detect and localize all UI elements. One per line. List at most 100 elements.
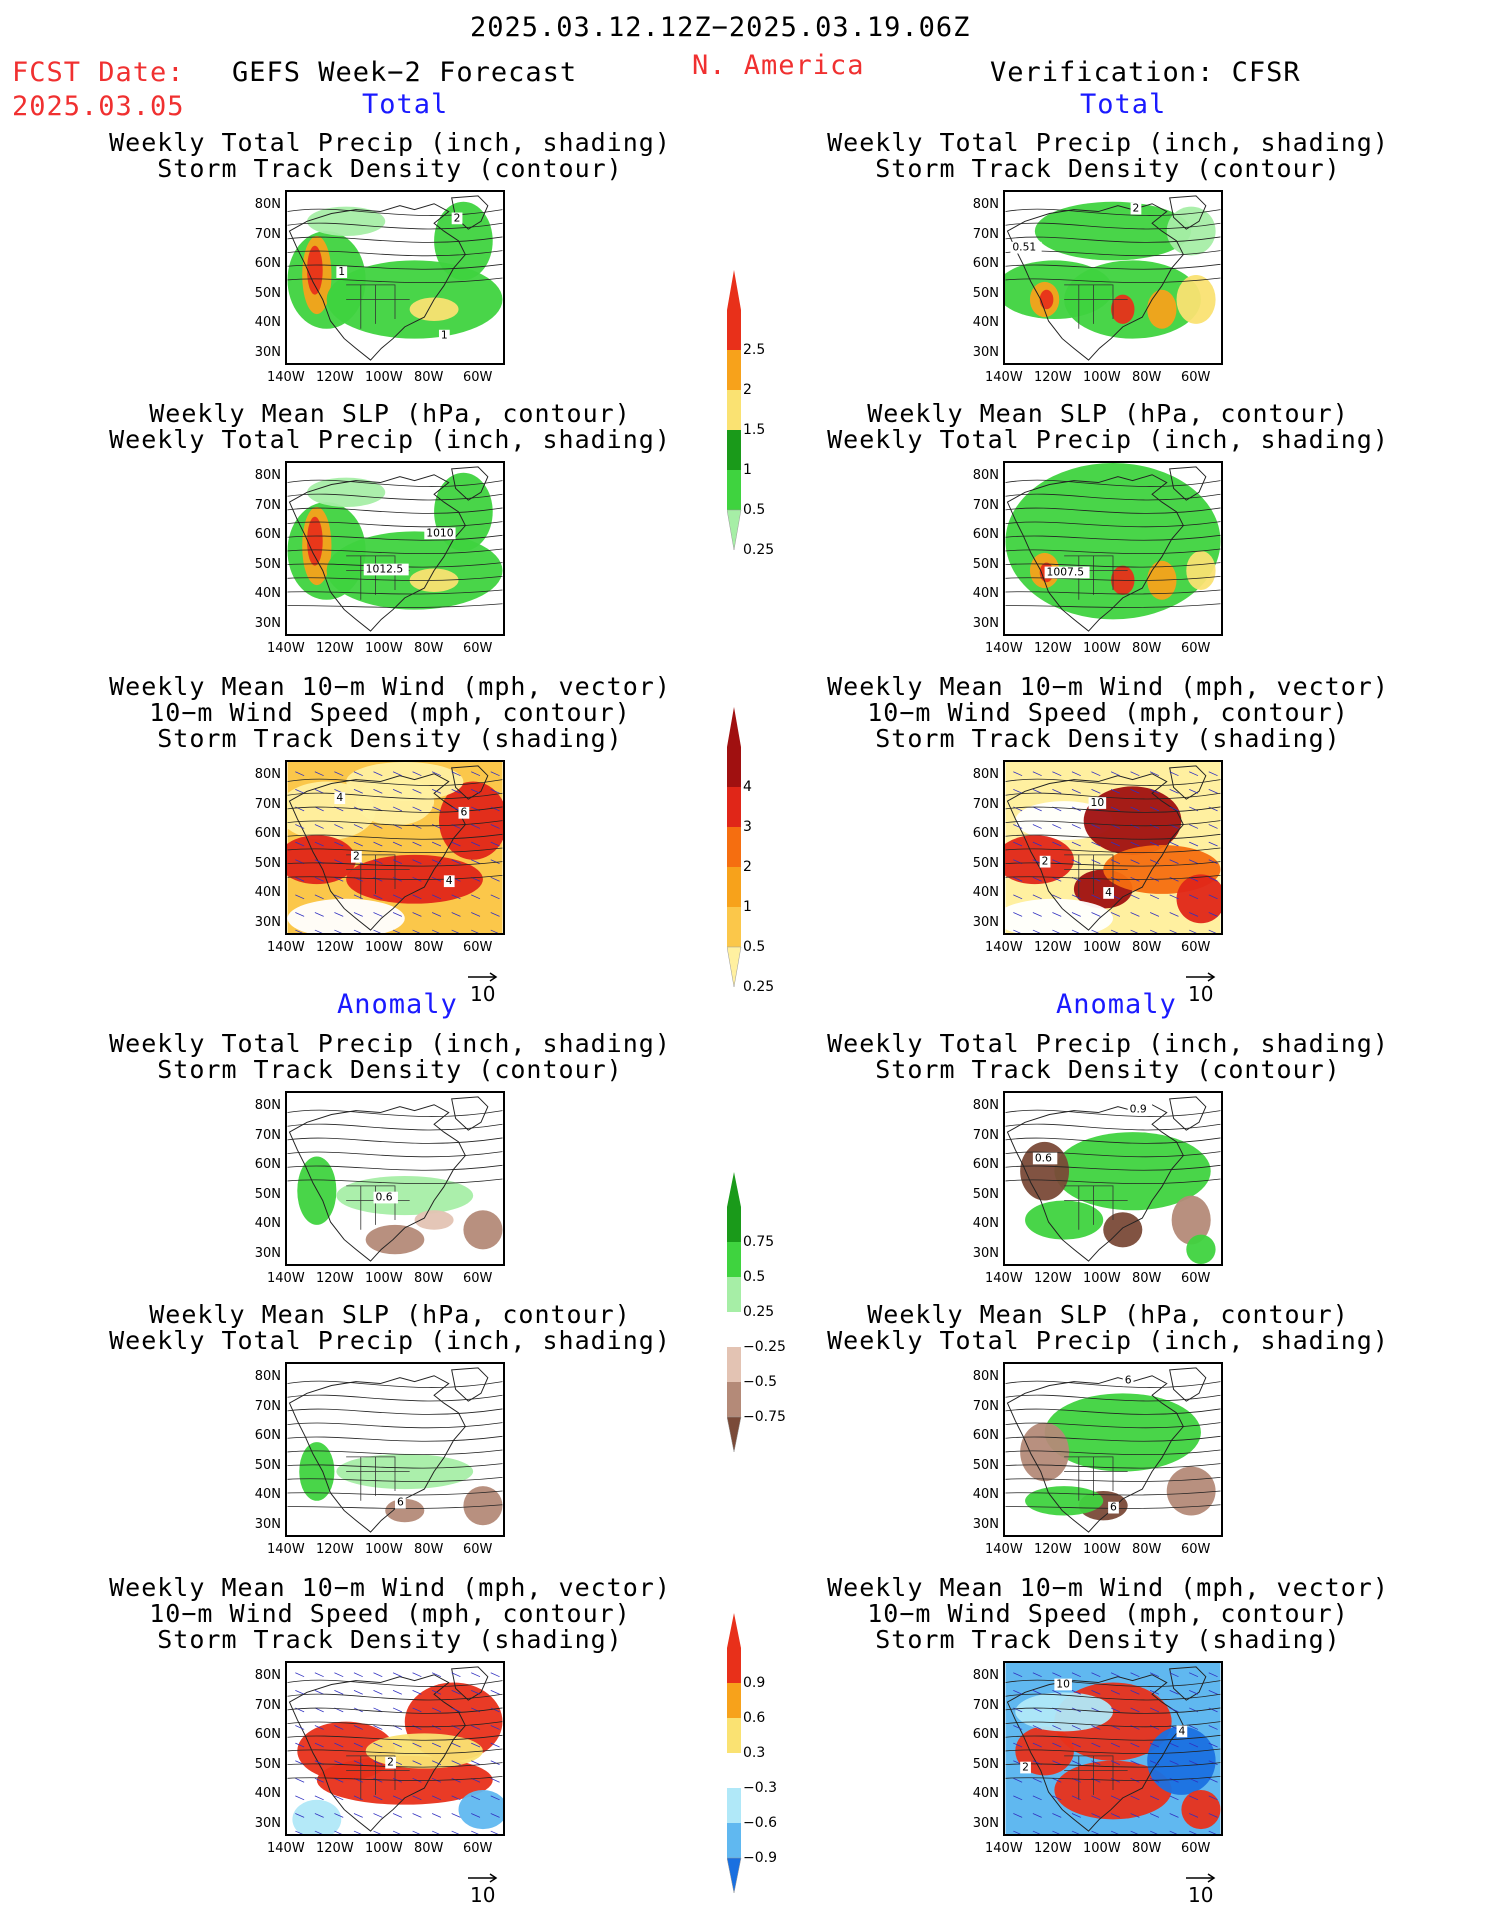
lon-label: 140W: [985, 370, 1023, 385]
model-title: GEFS Week−2 Forecast: [232, 57, 578, 88]
contour-label: 4: [334, 791, 346, 804]
lon-label: 60W: [463, 940, 493, 955]
svg-text:4: 4: [1178, 1724, 1185, 1737]
svg-text:1: 1: [441, 329, 448, 342]
lon-label: 140W: [985, 1841, 1023, 1856]
lon-label: 100W: [1083, 1542, 1121, 1557]
contour-label: 6: [1108, 1501, 1119, 1514]
contour-label: 1007.5: [1044, 565, 1090, 578]
lat-label: 60N: [254, 527, 281, 542]
vector-scale-value: 10: [1188, 1883, 1214, 1907]
colorbar-label: 0.5: [743, 502, 766, 518]
contour-label: 2: [385, 1756, 396, 1769]
lat-label: 50N: [254, 855, 281, 871]
section-anomaly-left: Anomaly: [337, 989, 458, 1020]
contour-label: 0.51: [1010, 241, 1042, 254]
lat-label: 60N: [254, 1727, 281, 1742]
svg-text:0.6: 0.6: [1035, 1151, 1052, 1164]
map-panel-r2r: 1007.5: [1003, 461, 1223, 636]
lat-label: 70N: [972, 497, 999, 513]
lat-label: 80N: [972, 1098, 999, 1113]
contour-label: 6: [458, 806, 470, 819]
lon-label: 60W: [1181, 1271, 1211, 1286]
lon-label: 60W: [1181, 641, 1211, 656]
lon-label: 120W: [316, 1542, 354, 1557]
panel-title-r6r-3: Storm Track Density (shading): [875, 1625, 1341, 1654]
lat-label: 60N: [972, 1428, 999, 1443]
contour-label: 4: [1103, 886, 1114, 899]
lon-label: 60W: [463, 1841, 493, 1856]
lon-label: 80W: [414, 1542, 444, 1557]
map-panel-r1r: 2 0.51: [1003, 190, 1223, 365]
panel-title-r3r-1: Weekly Mean 10−m Wind (mph, vector): [827, 672, 1389, 701]
vector-scale-value: 10: [1188, 982, 1214, 1006]
contour-label: 1: [336, 265, 348, 278]
panel-title-r2r-1: Weekly Mean SLP (hPa, contour): [867, 399, 1349, 428]
lat-label: 30N: [972, 615, 999, 631]
lat-label: 50N: [972, 1756, 999, 1772]
contour-label: 1012.5: [363, 562, 409, 575]
lat-label: 70N: [254, 497, 281, 513]
lat-label: 40N: [254, 315, 281, 330]
lon-label: 100W: [1083, 370, 1121, 385]
lat-label: 70N: [254, 1697, 281, 1713]
lat-label: 50N: [972, 285, 999, 301]
vector-scale-value: 10: [470, 982, 496, 1006]
lon-label: 100W: [365, 940, 403, 955]
section-anomaly-right: Anomaly: [1056, 989, 1177, 1020]
contour-label: 2: [451, 211, 463, 224]
svg-text:6: 6: [1125, 1374, 1132, 1387]
section-total-right: Total: [1080, 89, 1167, 120]
panel-title-r6r-1: Weekly Mean 10−m Wind (mph, vector): [827, 1573, 1389, 1602]
lat-label: 30N: [254, 1815, 281, 1831]
panel-title-r6l-2: 10−m Wind Speed (mph, contour): [149, 1599, 631, 1628]
svg-text:0.9: 0.9: [1130, 1103, 1147, 1116]
colorbar-label: 2: [743, 382, 752, 398]
svg-text:4: 4: [1105, 886, 1112, 899]
colorbar-label: 0.25: [743, 979, 775, 995]
lon-label: 80W: [1132, 940, 1162, 955]
contour-label: 2: [1130, 202, 1142, 215]
contour-label: 10: [1088, 796, 1107, 809]
lat-label: 30N: [254, 615, 281, 631]
lat-label: 70N: [972, 796, 999, 812]
contour-label: 4: [443, 874, 455, 887]
colorbar-label: 0.3: [743, 1745, 766, 1761]
lon-label: 80W: [414, 641, 444, 656]
svg-text:2: 2: [1133, 202, 1140, 215]
lon-label: 120W: [316, 370, 354, 385]
map-panel-r3r: 10 2 4: [1003, 760, 1223, 935]
lon-label: 140W: [267, 1841, 305, 1856]
colorbar-label: 4: [743, 779, 752, 795]
svg-text:2: 2: [454, 211, 461, 224]
lon-label: 100W: [365, 1271, 403, 1286]
lon-label: 60W: [1181, 1841, 1211, 1856]
lon-label: 60W: [463, 1271, 493, 1286]
svg-text:6: 6: [397, 1496, 404, 1509]
lat-label: 60N: [972, 1157, 999, 1172]
lat-label: 70N: [254, 1127, 281, 1143]
lon-label: 120W: [316, 1841, 354, 1856]
map-panel-r4l: 0.6: [285, 1091, 505, 1266]
lon-label: 60W: [463, 370, 493, 385]
colorbar-label: −0.9: [743, 1850, 777, 1866]
svg-text:2: 2: [1022, 1760, 1029, 1773]
vector-scale-label: 10: [1186, 1873, 1216, 1907]
lat-label: 40N: [972, 1216, 999, 1231]
lon-label: 140W: [267, 641, 305, 656]
lon-label: 80W: [1132, 1841, 1162, 1856]
lat-label: 40N: [972, 885, 999, 900]
section-total-left: Total: [362, 89, 449, 120]
colorbar-label: 2.5: [743, 342, 766, 358]
lon-label: 100W: [365, 1841, 403, 1856]
verification-title: Verification: CFSR: [990, 57, 1301, 88]
lon-label: 120W: [1034, 1271, 1072, 1286]
panel-title-r5l-1: Weekly Mean SLP (hPa, contour): [149, 1300, 631, 1329]
lat-label: 60N: [254, 1157, 281, 1172]
lon-label: 140W: [267, 940, 305, 955]
colorbar-label: −0.3: [743, 1780, 777, 1796]
panel-title-r4r-2: Storm Track Density (contour): [875, 1055, 1341, 1084]
colorbar-label: 1: [743, 462, 752, 478]
contour-label: 2: [1039, 855, 1051, 868]
vector-scale-label: 10: [1186, 972, 1216, 1006]
